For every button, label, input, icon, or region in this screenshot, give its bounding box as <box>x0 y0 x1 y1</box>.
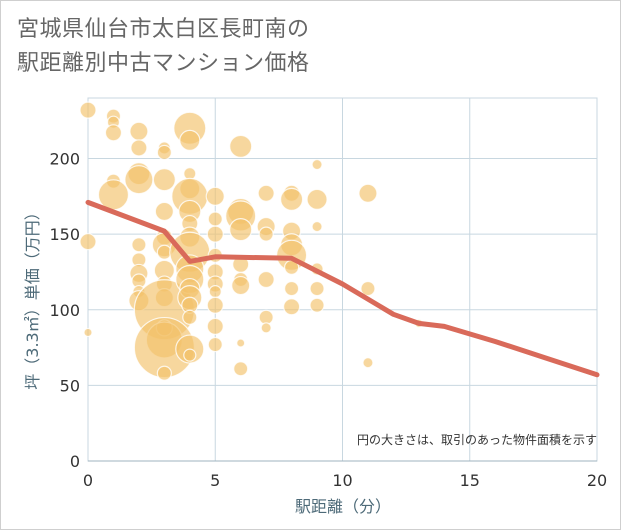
data-bubble <box>205 186 225 206</box>
data-bubble <box>306 188 328 210</box>
chart-title-line1: 宮城県仙台市太白区長町南の <box>17 17 310 42</box>
data-bubble <box>156 365 172 381</box>
data-bubble <box>231 275 251 296</box>
data-bubble <box>311 220 323 233</box>
data-bubble <box>233 361 249 377</box>
data-bubble <box>284 280 300 297</box>
data-bubble <box>83 327 93 338</box>
data-bubble <box>130 139 148 157</box>
data-bubble <box>154 201 174 222</box>
x-tick-label: 5 <box>210 471 220 490</box>
data-bubble <box>183 348 197 362</box>
data-bubble <box>207 336 223 353</box>
data-bubble <box>124 165 154 195</box>
data-bubble <box>179 129 201 151</box>
data-bubble <box>309 297 325 313</box>
data-bubble <box>207 211 223 227</box>
y-axis-title: 坪（3.3㎡）単価（万円） <box>23 204 42 389</box>
data-bubble <box>152 168 176 192</box>
data-bubble <box>257 184 275 202</box>
x-tick-label: 10 <box>332 471 352 490</box>
data-bubble <box>311 158 323 171</box>
chart-title-line2: 駅距離別中古マンション価格 <box>17 51 310 76</box>
data-bubble <box>283 298 301 316</box>
data-bubble <box>236 338 246 348</box>
y-tick-label: 0 <box>70 452 80 471</box>
data-bubble <box>156 144 172 161</box>
x-tick-label: 0 <box>83 471 93 490</box>
data-bubble <box>309 280 325 297</box>
y-tick-label: 50 <box>60 376 80 395</box>
data-bubble <box>97 179 130 211</box>
y-tick-label: 200 <box>49 150 80 169</box>
data-bubble <box>79 101 97 119</box>
data-bubble <box>104 124 123 142</box>
x-tick-label: 15 <box>460 471 480 490</box>
y-tick-label: 150 <box>49 225 80 244</box>
data-bubble <box>257 270 275 289</box>
data-bubble <box>229 134 253 158</box>
data-bubble <box>258 226 274 242</box>
data-bubble <box>206 296 224 314</box>
data-bubble <box>358 183 378 203</box>
data-bubble <box>182 309 198 325</box>
trend-line <box>85 199 600 378</box>
data-bubble <box>362 357 374 369</box>
data-bubble <box>79 233 97 251</box>
data-bubble <box>206 317 224 335</box>
bubbles <box>79 101 424 381</box>
data-bubble <box>208 285 222 299</box>
data-bubble <box>260 322 272 334</box>
data-bubble <box>131 237 147 253</box>
x-tick-label: 20 <box>587 471 607 490</box>
data-bubble <box>280 187 304 211</box>
data-bubble <box>229 217 253 242</box>
data-bubble <box>129 121 149 141</box>
data-bubble <box>206 225 224 243</box>
chart-title: 宮城県仙台市太白区長町南の 駅距離別中古マンション価格 <box>17 13 607 81</box>
data-bubble <box>360 280 376 297</box>
x-axis-title: 駅距離（分） <box>295 497 391 516</box>
data-bubble <box>258 309 274 325</box>
y-tick-label: 100 <box>49 301 80 320</box>
trend-line-group <box>85 199 600 378</box>
bubble-size-note: 円の大きさは、取引のあった物件面積を示す <box>357 432 597 447</box>
